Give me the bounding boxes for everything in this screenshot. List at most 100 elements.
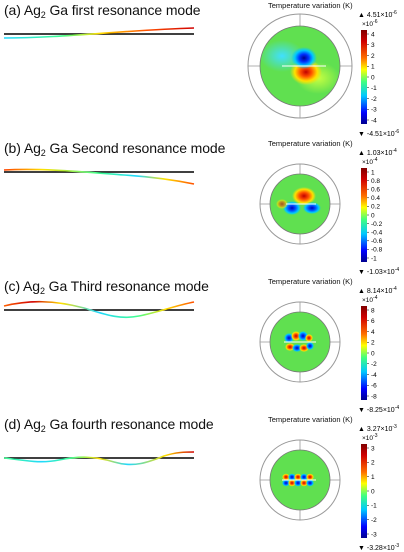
colorbar-scale-label: ×10-6 xyxy=(362,19,378,28)
panel-fourth-mode: (d) Ag2 Ga fourth resonance mode Tempera… xyxy=(0,414,404,552)
title-prefix: (c) Ag xyxy=(4,278,40,294)
panel-title: (d) Ag2 Ga fourth resonance mode xyxy=(4,416,214,434)
colorbar-tick-label: 3 xyxy=(371,42,375,49)
panel-title: (b) Ag2 Ga Second resonance mode xyxy=(4,140,225,158)
title-suffix: Ga Third resonance mode xyxy=(48,278,209,294)
colorbar-tick-label: -6 xyxy=(371,383,377,390)
temperature-disk xyxy=(259,439,341,521)
temperature-disk xyxy=(247,13,353,119)
colorbar-tick-label: 0.6 xyxy=(371,187,380,194)
colorbar-tick-label: 0 xyxy=(371,488,375,495)
colorbar-tick-label: 0.8 xyxy=(371,178,380,185)
disk-inner-ring xyxy=(269,311,331,373)
colorbar-gradient xyxy=(361,30,367,124)
colorbar-ticks: 4 3 2 1 0 -1 -2 -3 -4 xyxy=(367,31,377,124)
colorbar-tick-label: 1 xyxy=(371,474,375,481)
colorbar-tick-label: 0.2 xyxy=(371,204,380,211)
colorbar-tick-label: 0.4 xyxy=(371,195,380,202)
beam-mode-shape xyxy=(3,168,195,185)
colorbar-tick-label: -1 xyxy=(371,503,377,510)
colorbar-tick-label: 0 xyxy=(371,212,375,219)
colorbar: ▲ 8.14×10-4 ×10-4 8 6 4 2 0 -2 -4 -6 -8 ▼ -8.25×… xyxy=(358,286,399,414)
colorbar-tick-label: -0.6 xyxy=(371,238,383,245)
colorbar-tick-label: -8 xyxy=(371,393,377,400)
colorbar-tick-label: -2 xyxy=(371,96,377,103)
title-suffix: Ga fourth resonance mode xyxy=(49,416,214,432)
colorbar-tick-label: 1 xyxy=(371,169,375,176)
colorbar-tick-label: -3 xyxy=(371,107,377,114)
colorbar: ▲ 3.27×10-3 ×10-3 3 2 1 0 -1 -2 -3 ▼ -3.28×10-… xyxy=(358,424,399,552)
panel-first-mode: (a) Ag2 Ga first resonance mode Temperat… xyxy=(0,0,404,138)
colorbar-scale-label: ×10-3 xyxy=(362,433,378,442)
temperature-disk xyxy=(259,163,341,245)
temperature-disk xyxy=(259,301,341,383)
colorbar-min-label: ▼ -3.28×10-3 xyxy=(358,543,399,552)
colorbar-tick-label: 1 xyxy=(371,64,375,71)
panel-second-mode: (b) Ag2 Ga Second resonance mode Tempera… xyxy=(0,138,404,276)
colorbar-title: Temperature variation (K) xyxy=(268,415,353,424)
colorbar-tick-label: 4 xyxy=(371,31,375,38)
title-suffix: Ga Second resonance mode xyxy=(49,140,226,156)
colorbar-max-label: ▲ 4.51×10-6 xyxy=(358,10,397,19)
colorbar-tick-label: 3 xyxy=(371,445,375,452)
colorbar-ticks: 3 2 1 0 -1 -2 -3 xyxy=(367,445,377,538)
colorbar-gradient xyxy=(361,168,367,262)
colorbar-ticks: 8 6 4 2 0 -2 -4 -6 -8 xyxy=(367,307,377,400)
title-subscript: 2 xyxy=(40,148,46,158)
colorbar-tick-label: -2 xyxy=(371,361,377,368)
colorbar-min-label: ▼ -1.03×10-4 xyxy=(358,267,399,276)
beam-deformed-line xyxy=(3,451,195,466)
disk-inner-ring xyxy=(269,173,331,235)
colorbar-max-label: ▲ 3.27×10-3 xyxy=(358,424,397,433)
panel-title: (c) Ag2 Ga Third resonance mode xyxy=(4,278,209,296)
colorbar-tick-label: 2 xyxy=(371,53,375,60)
colorbar-scale-label: ×10-4 xyxy=(362,157,378,166)
colorbar-tick-label: -2 xyxy=(371,517,377,524)
colorbar-title: Temperature variation (K) xyxy=(268,277,353,286)
colorbar-tick-label: -1 xyxy=(371,85,377,92)
disk-inner-ring xyxy=(269,449,331,511)
colorbar-tick-label: 0 xyxy=(371,74,375,81)
colorbar-tick-label: -0.8 xyxy=(371,247,383,254)
colorbar-tick-label: 2 xyxy=(371,340,375,347)
colorbar-max-label: ▲ 8.14×10-4 xyxy=(358,286,397,295)
colorbar-title: Temperature variation (K) xyxy=(268,1,353,10)
colorbar-tick-label: 8 xyxy=(371,307,375,314)
colorbar-min-label: ▼ -8.25×10-4 xyxy=(358,405,399,414)
colorbar: ▲ 4.51×10-6 ×10-6 4 3 2 1 0 -1 -2 -3 -4 ▼ -4.51×… xyxy=(358,10,399,138)
colorbar: ▲ 1.03×10-4 ×10-4 1 0.8 0.60.4 0.20 -0.2 -0.4… xyxy=(358,148,399,276)
colorbar-tick-label: -4 xyxy=(371,117,377,124)
beam-deformed-line xyxy=(3,168,195,185)
colorbar-tick-label: -0.4 xyxy=(371,230,383,237)
beam-mode-shape xyxy=(3,300,195,319)
colorbar-ticks: 1 0.8 0.60.4 0.20 -0.2 -0.4-0.6 -0.8-1 xyxy=(367,169,383,262)
colorbar-tick-label: 4 xyxy=(371,329,375,336)
colorbar-tick-label: 6 xyxy=(371,318,375,325)
colorbar-scale-label: ×10-4 xyxy=(362,295,378,304)
colorbar-tick-label: -4 xyxy=(371,372,377,379)
colorbar-gradient xyxy=(361,306,367,400)
beam-deformed-line xyxy=(3,27,195,39)
title-prefix: (b) Ag xyxy=(4,140,41,156)
colorbar-min-label: ▼ -4.51×10-6 xyxy=(358,129,399,138)
colorbar-tick-label: -1 xyxy=(371,255,377,262)
title-subscript: 2 xyxy=(40,10,46,20)
beam-deformed-line xyxy=(3,300,195,319)
colorbar-tick-label: 0 xyxy=(371,350,375,357)
beam-mode-shape xyxy=(3,27,195,39)
colorbar-tick-label: -3 xyxy=(371,531,377,538)
panel-title: (a) Ag2 Ga first resonance mode xyxy=(4,2,201,20)
disk-inner-ring xyxy=(259,25,341,107)
beam-mode-shape xyxy=(3,451,195,466)
title-suffix: Ga first resonance mode xyxy=(49,2,201,18)
title-prefix: (a) Ag xyxy=(4,2,41,18)
panel-third-mode: (c) Ag2 Ga Third resonance mode Temperat… xyxy=(0,276,404,414)
title-subscript: 2 xyxy=(40,424,46,434)
colorbar-title: Temperature variation (K) xyxy=(268,139,353,148)
title-subscript: 2 xyxy=(39,286,45,296)
colorbar-max-label: ▲ 1.03×10-4 xyxy=(358,148,397,157)
colorbar-gradient xyxy=(361,444,367,538)
title-prefix: (d) Ag xyxy=(4,416,41,432)
colorbar-tick-label: -0.2 xyxy=(371,221,383,228)
colorbar-tick-label: 2 xyxy=(371,460,375,467)
